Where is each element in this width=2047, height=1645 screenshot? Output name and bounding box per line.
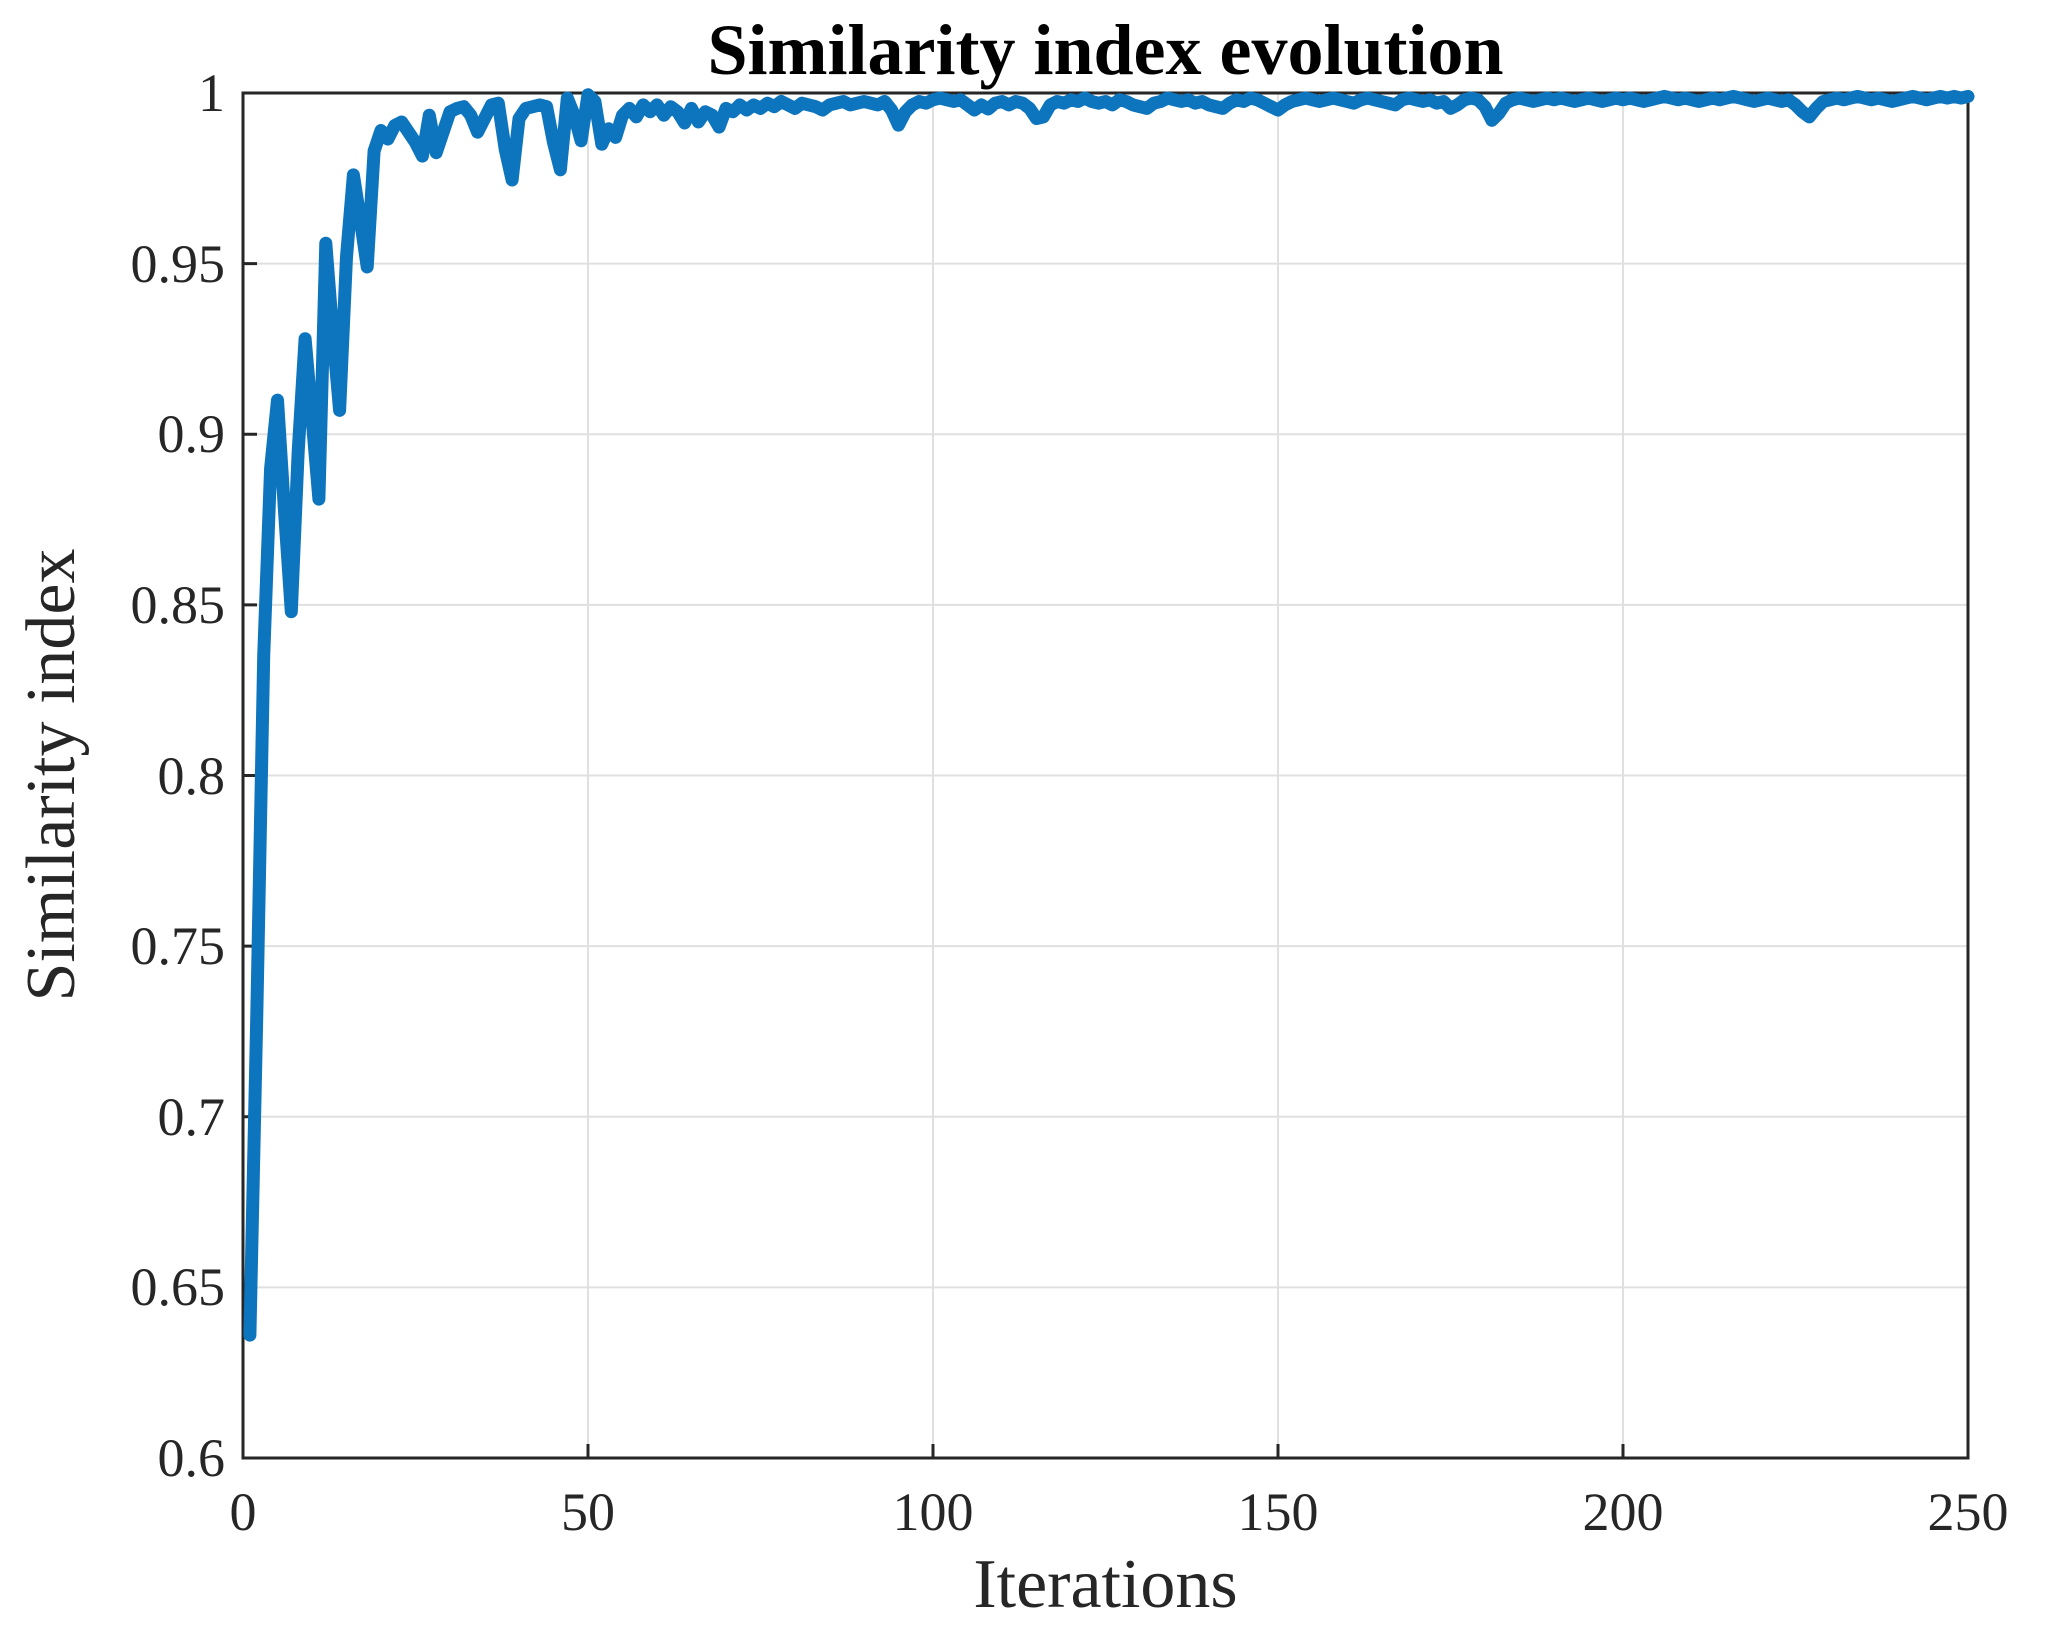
y-tick-label: 0.75 xyxy=(130,916,226,977)
y-tick-label: 0.8 xyxy=(157,745,226,806)
x-tick-label: 200 xyxy=(1582,1482,1664,1542)
chart-title: Similarity index evolution xyxy=(707,10,1504,90)
y-tick-label: 0.65 xyxy=(130,1257,226,1318)
y-tick-label: 0.7 xyxy=(157,1086,226,1147)
y-tick-label: 0.6 xyxy=(157,1428,226,1488)
y-tick-label: 0.95 xyxy=(130,233,226,294)
x-tick-label: 50 xyxy=(561,1482,615,1542)
x-tick-label: 250 xyxy=(1927,1482,2009,1542)
x-tick-label: 0 xyxy=(229,1482,257,1542)
x-tick-label: 150 xyxy=(1237,1482,1319,1542)
x-tick-label: 100 xyxy=(892,1482,974,1542)
y-tick-label: 0.9 xyxy=(157,404,226,465)
y-tick-label: 0.85 xyxy=(130,574,226,635)
x-axis-label: Iterations xyxy=(973,1546,1238,1623)
data-line-similarity-index xyxy=(243,88,1975,1342)
y-tick-label: 1 xyxy=(198,63,225,123)
